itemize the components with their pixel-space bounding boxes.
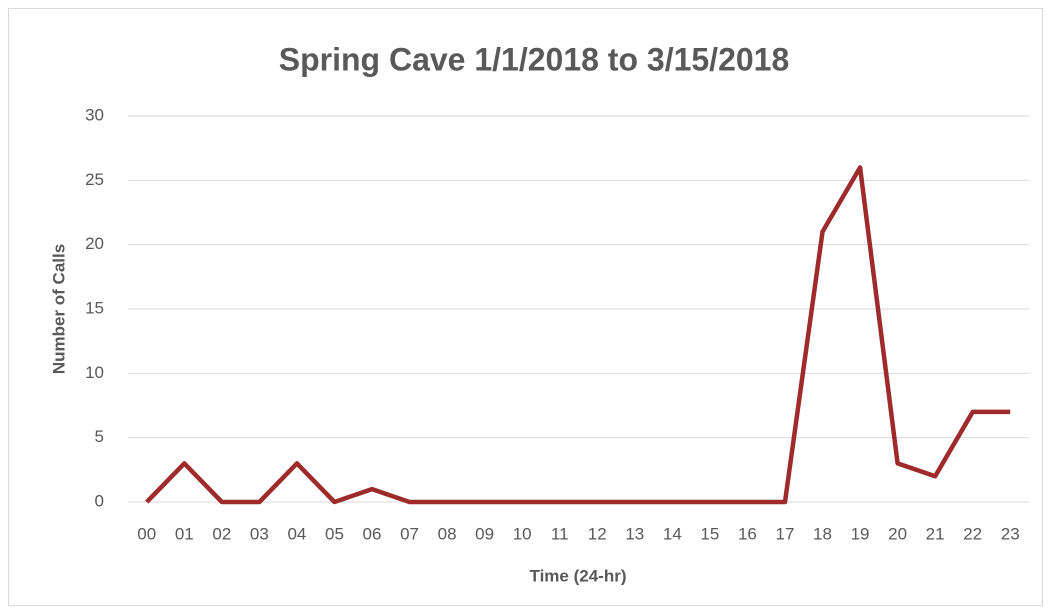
x-tick-label: 21 (926, 524, 945, 543)
x-axis-label: Time (24-hr) (530, 566, 627, 585)
x-tick-label: 12 (588, 524, 607, 543)
x-tick-label: 18 (813, 524, 832, 543)
y-tick-label: 20 (85, 234, 104, 253)
x-tick-label: 01 (175, 524, 194, 543)
x-tick-label: 10 (513, 524, 532, 543)
chart-title: Spring Cave 1/1/2018 to 3/15/2018 (279, 41, 790, 77)
x-tick-label: 05 (325, 524, 344, 543)
x-tick-label: 11 (551, 524, 569, 543)
x-tick-label: 03 (250, 524, 269, 543)
y-tick-label: 30 (85, 105, 104, 124)
x-tick-label: 14 (663, 524, 682, 543)
y-tick-label: 10 (85, 363, 104, 382)
x-tick-label: 23 (1001, 524, 1020, 543)
x-tick-label: 07 (400, 524, 419, 543)
x-tick-label: 08 (438, 524, 457, 543)
x-tick-label: 20 (888, 524, 907, 543)
x-tick-label: 04 (287, 524, 306, 543)
x-tick-label: 00 (137, 524, 156, 543)
y-axis-label: Number of Calls (49, 244, 68, 374)
x-tick-label: 06 (363, 524, 382, 543)
chart-border (8, 8, 1043, 606)
data-line (145, 165, 1011, 505)
x-tick-label: 13 (625, 524, 644, 543)
y-tick-label: 15 (85, 298, 104, 317)
x-tick-label: 22 (963, 524, 982, 543)
y-tick-label: 25 (85, 170, 104, 189)
x-tick-label: 17 (776, 524, 795, 543)
x-tick-label: 19 (851, 524, 870, 543)
x-tick-label: 09 (475, 524, 494, 543)
y-tick-label: 0 (95, 491, 104, 510)
x-tick-label: 02 (212, 524, 231, 543)
x-tick-label: 15 (700, 524, 719, 543)
y-tick-label: 5 (95, 427, 104, 446)
x-tick-label: 16 (738, 524, 757, 543)
